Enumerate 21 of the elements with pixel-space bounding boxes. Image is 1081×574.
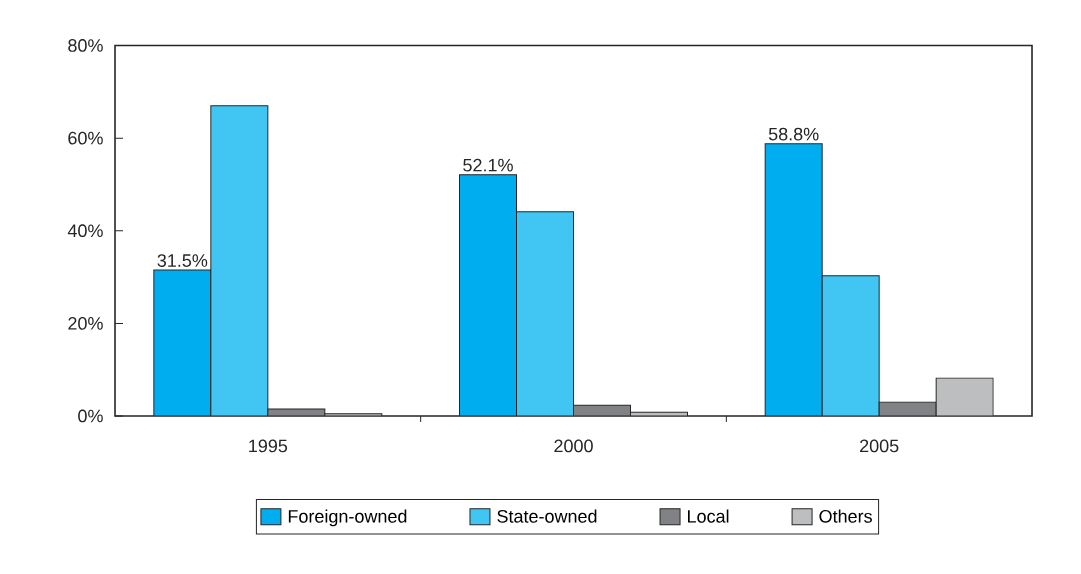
data-label: 52.1% — [463, 158, 513, 172]
y-tick-label: 80% — [68, 39, 103, 52]
data-label: 58.8% — [768, 127, 819, 141]
legend-label: State-owned — [497, 509, 597, 523]
x-tick-label: 2005 — [860, 439, 899, 453]
y-tick-label: 0% — [78, 409, 103, 423]
x-tick-label: 1995 — [249, 439, 288, 453]
y-tick-label: 40% — [67, 224, 103, 238]
legend-label: Foreign-owned — [288, 509, 407, 527]
x-tick-label: 2000 — [554, 439, 593, 453]
bar — [764, 143, 823, 416]
bar — [153, 269, 212, 416]
y-tick-label: 60% — [68, 131, 103, 145]
legend-label: Local — [688, 509, 729, 523]
bar — [821, 275, 880, 416]
legend-label: Others — [819, 509, 872, 523]
data-label: 31.5% — [157, 254, 208, 267]
y-tick-label: 20% — [68, 316, 103, 330]
bar — [459, 174, 517, 416]
bar — [516, 211, 575, 416]
bar — [210, 105, 269, 416]
